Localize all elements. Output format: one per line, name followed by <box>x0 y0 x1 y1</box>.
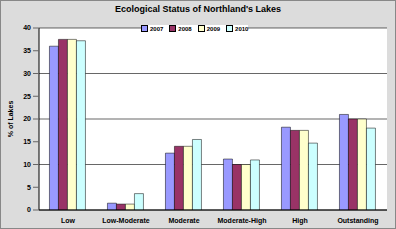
svg-text:Moderate-High: Moderate-High <box>218 217 267 225</box>
svg-text:25: 25 <box>23 93 31 100</box>
svg-text:15: 15 <box>23 138 31 145</box>
html-text:2009: 2009 <box>206 25 221 32</box>
svg-text:High: High <box>292 217 308 225</box>
svg-text:5: 5 <box>27 184 31 191</box>
html-text:Ecological Status of Northland: Ecological Status of Northland's Lakes <box>114 4 282 14</box>
svg-text:40: 40 <box>23 24 31 31</box>
svg-text:0: 0 <box>27 206 31 213</box>
html-text:2010: 2010 <box>235 25 249 32</box>
svg-text:% of Lakes: % of Lakes <box>8 101 14 138</box>
html-text:2007: 2007 <box>150 25 164 32</box>
svg-text:Moderate: Moderate <box>168 217 199 224</box>
svg-text:Low: Low <box>61 217 76 224</box>
svg-text:30: 30 <box>23 70 31 77</box>
html-text:2008: 2008 <box>178 25 192 32</box>
svg-text:20: 20 <box>23 115 31 122</box>
svg-text:10: 10 <box>23 161 31 168</box>
svg-text:Low-Moderate: Low-Moderate <box>102 217 150 224</box>
svg-text:Outstanding: Outstanding <box>337 217 378 225</box>
svg-text:35: 35 <box>23 47 31 54</box>
